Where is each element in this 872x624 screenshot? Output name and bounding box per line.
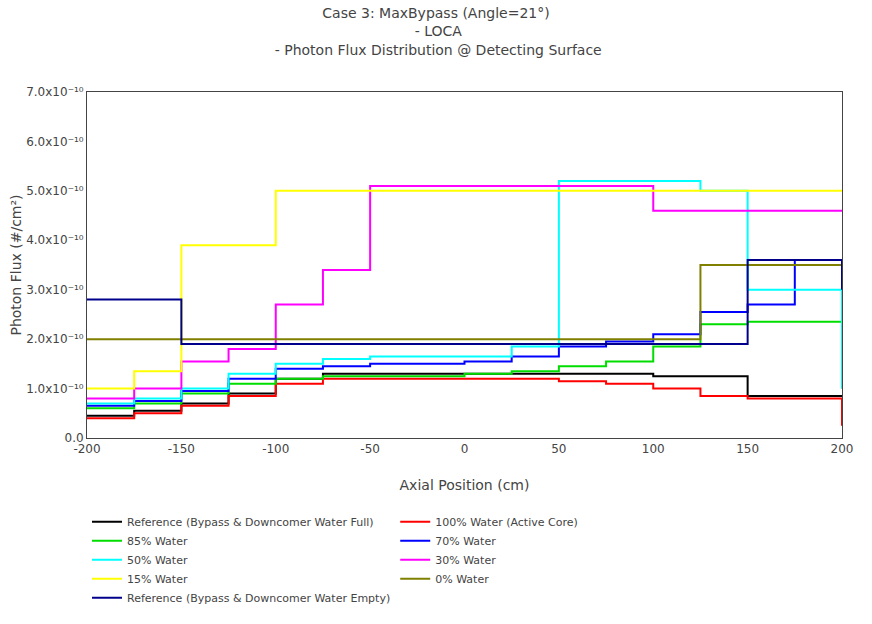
- svg-text:-150: -150: [168, 442, 195, 456]
- svg-text:0% Water: 0% Water: [435, 573, 489, 586]
- svg-text:-200: -200: [73, 442, 100, 456]
- svg-text:30% Water: 30% Water: [435, 554, 496, 567]
- svg-text:3.0x10⁻¹⁰: 3.0x10⁻¹⁰: [26, 283, 84, 297]
- svg-text:150: 150: [736, 442, 759, 456]
- svg-text:0.0: 0.0: [65, 431, 84, 445]
- svg-text:15% Water: 15% Water: [127, 573, 188, 586]
- svg-text:Axial Position (cm): Axial Position (cm): [400, 477, 530, 493]
- svg-text:-50: -50: [360, 442, 380, 456]
- svg-text:1.0x10⁻¹⁰: 1.0x10⁻¹⁰: [26, 382, 84, 396]
- svg-text:Case 3: MaxBypass (Angle=21°): Case 3: MaxBypass (Angle=21°) - LOCA - P…: [270, 5, 601, 57]
- svg-text:Reference (Bypass & Downcomer: Reference (Bypass & Downcomer Water Empt…: [127, 592, 390, 605]
- svg-text:70% Water: 70% Water: [435, 535, 496, 548]
- svg-text:100% Water (Active Core): 100% Water (Active Core): [435, 516, 578, 529]
- svg-text:4.0x10⁻¹⁰: 4.0x10⁻¹⁰: [26, 233, 84, 247]
- svg-text:200: 200: [831, 442, 854, 456]
- svg-text:Reference (Bypass & Downcomer: Reference (Bypass & Downcomer Water Full…: [127, 516, 374, 529]
- svg-text:50: 50: [551, 442, 566, 456]
- svg-text:85% Water: 85% Water: [127, 535, 188, 548]
- svg-text:-100: -100: [262, 442, 289, 456]
- svg-text:7.0x10⁻¹⁰: 7.0x10⁻¹⁰: [26, 85, 84, 99]
- svg-text:50% Water: 50% Water: [127, 554, 188, 567]
- svg-text:2.0x10⁻¹⁰: 2.0x10⁻¹⁰: [26, 332, 84, 346]
- svg-text:5.0x10⁻¹⁰: 5.0x10⁻¹⁰: [26, 184, 84, 198]
- svg-text:100: 100: [642, 442, 665, 456]
- svg-text:6.0x10⁻¹⁰: 6.0x10⁻¹⁰: [26, 135, 84, 149]
- svg-text:0: 0: [461, 442, 469, 456]
- svg-text:Photon Flux (#/cm²): Photon Flux (#/cm²): [8, 194, 24, 335]
